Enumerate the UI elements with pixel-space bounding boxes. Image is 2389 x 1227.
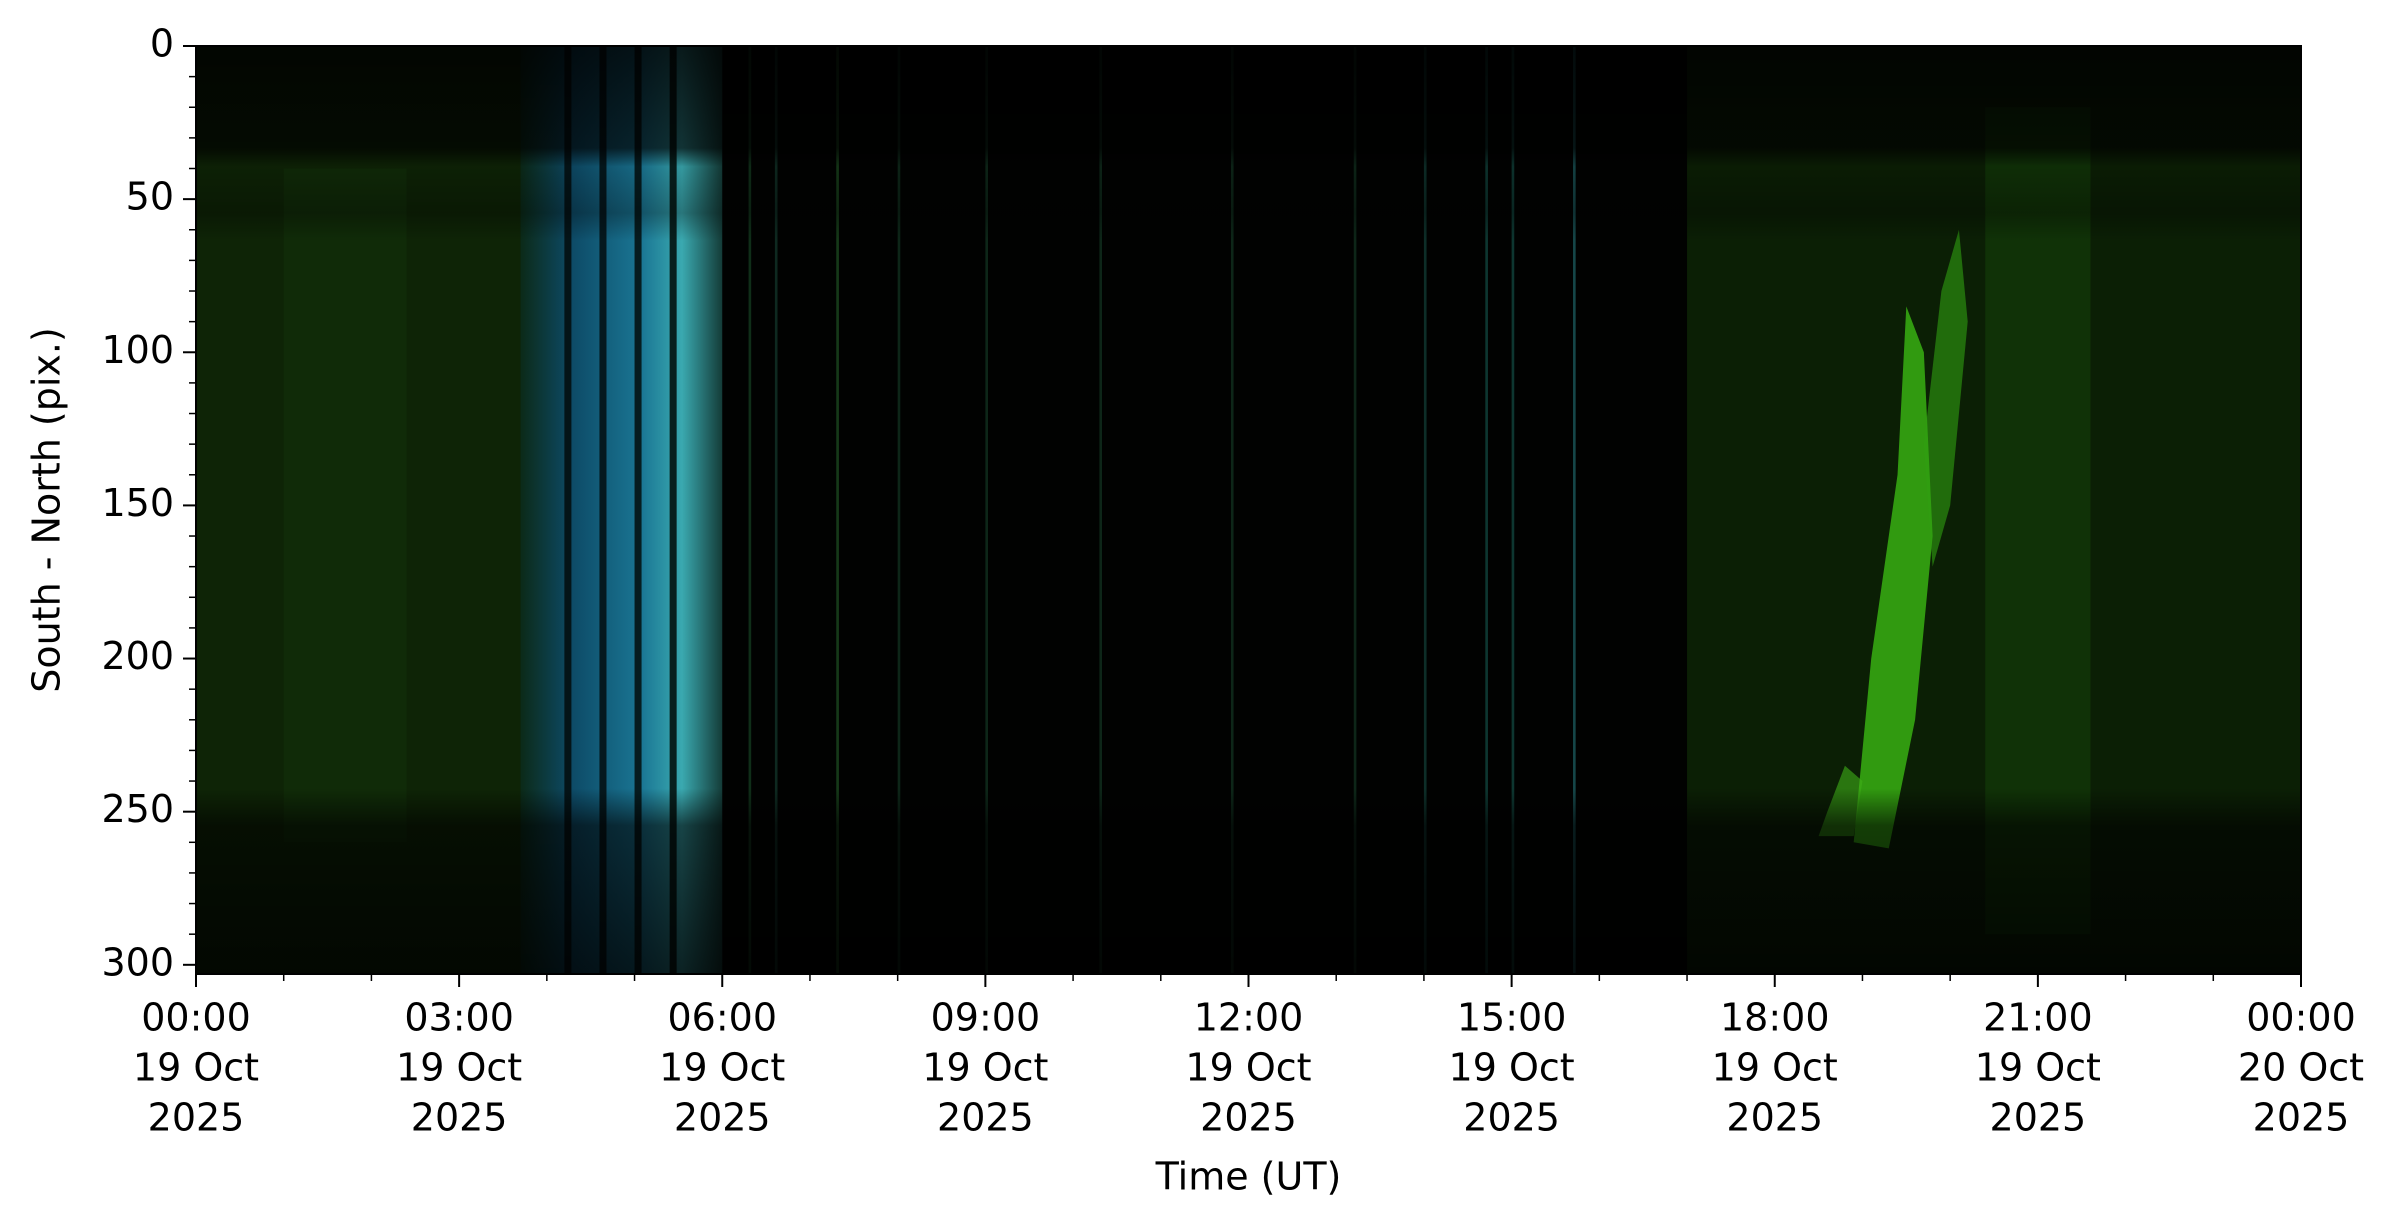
x-tick-label: 18:00: [1720, 996, 1830, 1040]
x-tick-label: 2025: [148, 1096, 245, 1140]
x-tick-label: 2025: [937, 1096, 1034, 1140]
keogram-image: [196, 46, 2301, 974]
x-tick-label: 19 Oct: [1712, 1046, 1838, 1090]
x-tick-label: 19 Oct: [922, 1046, 1048, 1090]
y-tick-label: 150: [101, 481, 174, 525]
x-tick-label: 2025: [1463, 1096, 1560, 1140]
x-tick-label: 19 Oct: [1975, 1046, 2101, 1090]
y-axis-label: South - North (pix.): [25, 327, 69, 693]
x-tick-label: 21:00: [1983, 996, 2093, 1040]
x-tick-label: 15:00: [1457, 996, 1567, 1040]
x-tick-label: 12:00: [1194, 996, 1304, 1040]
x-tick-label: 2025: [411, 1096, 508, 1140]
y-tick-label: 0: [150, 22, 174, 66]
y-tick-label: 100: [101, 328, 174, 372]
y-tick-label: 50: [126, 175, 174, 219]
x-tick-label: 00:00: [141, 996, 251, 1040]
x-tick-label: 19 Oct: [1449, 1046, 1575, 1090]
x-tick-label: 03:00: [404, 996, 514, 1040]
y-tick-label: 200: [101, 634, 174, 678]
x-tick-label: 19 Oct: [133, 1046, 259, 1090]
x-tick-label: 2025: [674, 1096, 771, 1140]
x-tick-label: 2025: [2253, 1096, 2350, 1140]
x-tick-label: 19 Oct: [396, 1046, 522, 1090]
x-axis-label: Time (UT): [1155, 1155, 1342, 1199]
x-tick-label: 2025: [1726, 1096, 1823, 1140]
x-tick-label: 19 Oct: [1185, 1046, 1311, 1090]
y-tick-label: 250: [101, 787, 174, 831]
x-tick-label: 00:00: [2246, 996, 2356, 1040]
x-tick-label: 20 Oct: [2238, 1046, 2364, 1090]
x-tick-label: 2025: [1200, 1096, 1297, 1140]
y-tick-label: 300: [101, 940, 174, 984]
x-tick-label: 2025: [1990, 1096, 2087, 1140]
x-tick-label: 06:00: [667, 996, 777, 1040]
x-tick-label: 09:00: [931, 996, 1041, 1040]
x-tick-label: 19 Oct: [659, 1046, 785, 1090]
